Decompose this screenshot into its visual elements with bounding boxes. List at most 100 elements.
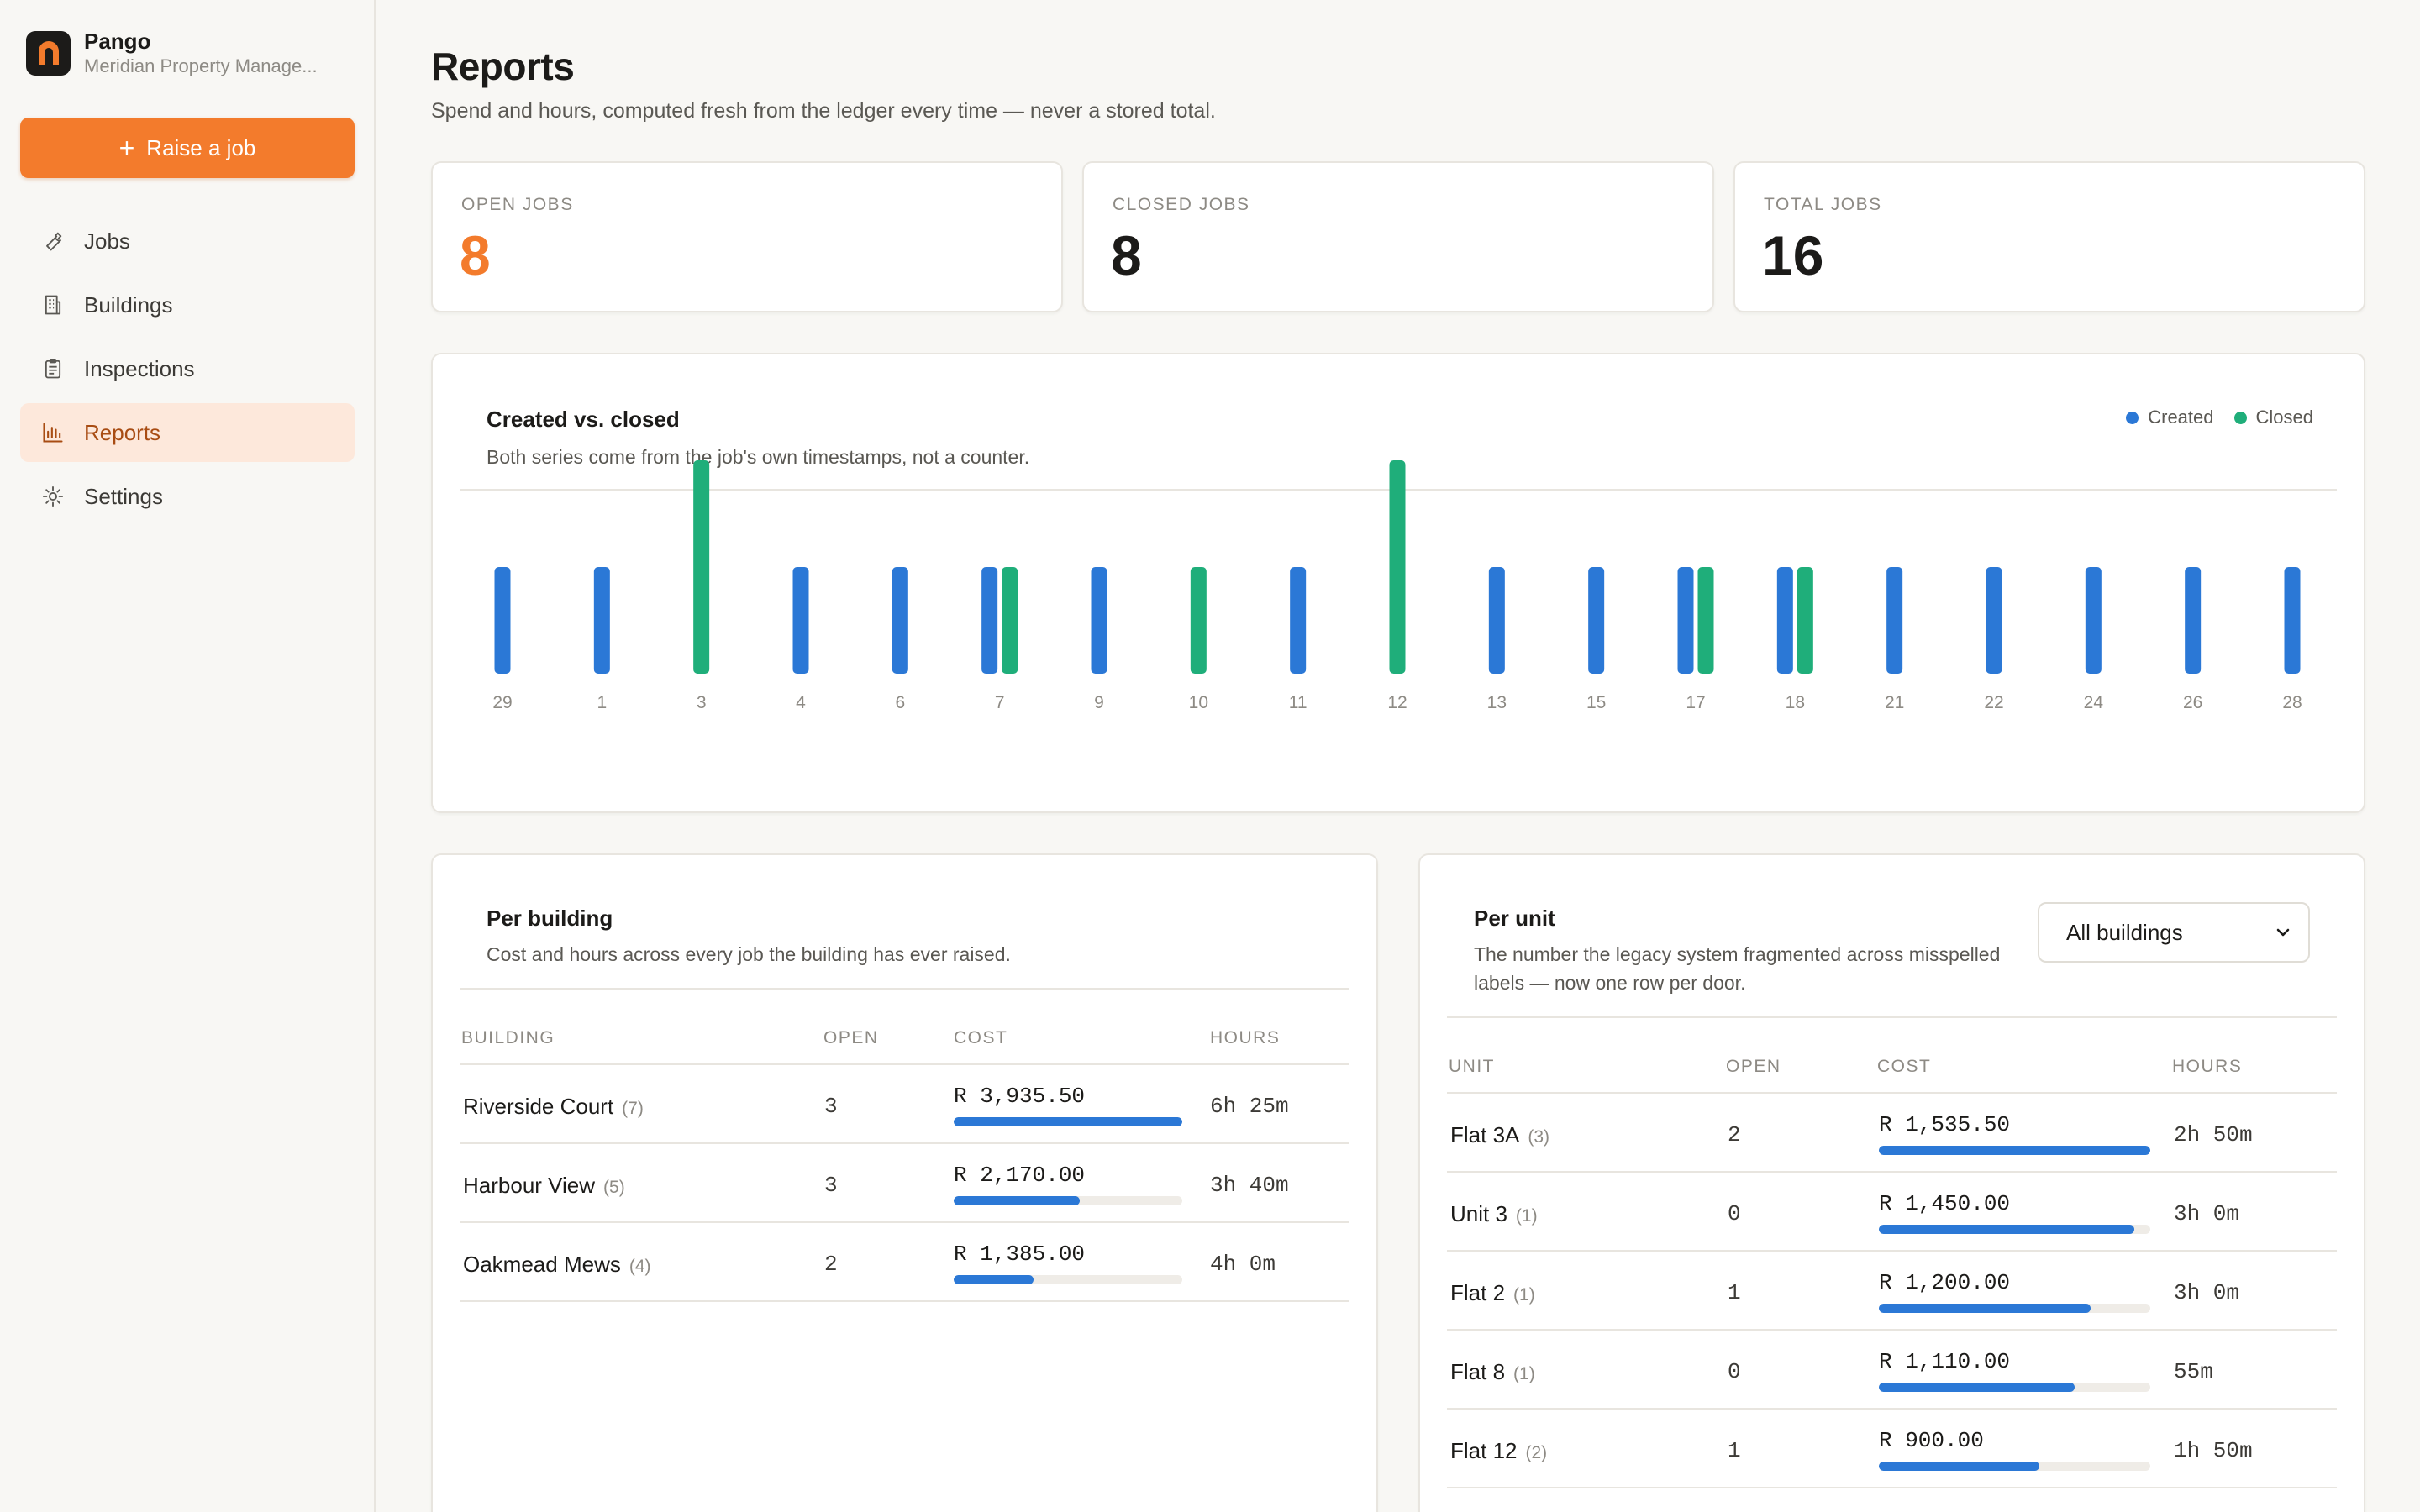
column-header-hours: HOURS	[2172, 1057, 2243, 1076]
row-cost: R 1,535.50	[1879, 1112, 2011, 1137]
row-name: Unit 3	[1450, 1201, 1507, 1226]
table-row[interactable]: Riverside Court (7) 3 R 3,935.50 6h 25m	[460, 1065, 1349, 1144]
sidebar-item-buildings[interactable]: Buildings	[20, 276, 355, 334]
per-building-title: Per building	[487, 906, 613, 931]
x-tick-label: 28	[2282, 693, 2302, 712]
per-unit-subtitle: The number the legacy system fragmented …	[1474, 943, 2001, 994]
row-hours: 55m	[2174, 1359, 2213, 1384]
column-header-open: OPEN	[823, 1028, 879, 1047]
table-row[interactable]: Unit 3 (1) 0 R 1,450.00 3h 0m	[1447, 1173, 2337, 1252]
row-job-count: (7)	[622, 1099, 644, 1118]
row-job-count: (1)	[1513, 1364, 1535, 1383]
per-unit-title: Per unit	[1474, 906, 1555, 931]
row-job-count: (2)	[1525, 1443, 1548, 1462]
row-name: Flat 3A	[1450, 1122, 1520, 1147]
row-open-count: 0	[1728, 1359, 1741, 1384]
brand-name: Pango	[84, 29, 151, 54]
bar-chart: 29 1 3 4 6 7 9 10 11 12 13 15 17 18 21 22 24 26 28	[492, 460, 2302, 712]
row-name: Oakmead Mews	[463, 1252, 621, 1277]
sidebar-item-label: Buildings	[84, 291, 173, 318]
building-filter-select[interactable]: All buildings	[2038, 902, 2310, 963]
row-name-cell: Oakmead Mews (4)	[463, 1252, 651, 1278]
sidebar-item-label: Inspections	[84, 355, 195, 381]
chart-bar-created-28	[2284, 567, 2301, 674]
chart-bar-created-9	[1091, 567, 1107, 674]
stat-value: 8	[1111, 224, 1142, 286]
cost-bar-track	[1879, 1146, 2150, 1155]
row-name: Flat 8	[1450, 1359, 1506, 1384]
wrench-icon	[40, 228, 66, 254]
brand[interactable]: Pango Meridian Property Manage...	[26, 28, 353, 78]
x-tick-label: 24	[2084, 693, 2104, 712]
row-open-count: 0	[1728, 1201, 1741, 1226]
row-hours: 3h 0m	[2174, 1201, 2240, 1226]
row-hours: 3h 40m	[1210, 1173, 1289, 1198]
sidebar: Pango Meridian Property Manage... + Rais…	[0, 0, 376, 1512]
sidebar-item-settings[interactable]: Settings	[20, 467, 355, 526]
row-hours: 1h 50m	[2174, 1438, 2253, 1463]
stat-card-total-jobs: TOTAL JOBS 16	[1733, 161, 2365, 312]
stat-card-open-jobs: OPEN JOBS 8	[431, 161, 1063, 312]
sidebar-item-reports[interactable]: Reports	[20, 403, 355, 462]
chart-bar-closed-12	[1389, 460, 1406, 674]
header-divider	[1447, 1092, 2337, 1094]
x-tick-label: 26	[2183, 693, 2202, 712]
chart-bar-created-29	[494, 567, 511, 674]
table-row[interactable]: Harbour View (5) 3 R 2,170.00 3h 40m	[460, 1144, 1349, 1223]
table-row[interactable]: Oakmead Mews (4) 2 R 1,385.00 4h 0m	[460, 1223, 1349, 1302]
legend-dot	[2126, 411, 2139, 424]
per-building-subtitle: Cost and hours across every job the buil…	[487, 943, 1011, 965]
raise-job-label: Raise a job	[146, 134, 256, 160]
row-cost: R 1,110.00	[1879, 1349, 2011, 1374]
row-cost: R 1,200.00	[1879, 1270, 2011, 1295]
chart-bar-created-13	[1488, 567, 1505, 674]
raise-job-button[interactable]: + Raise a job	[20, 118, 355, 178]
column-header-hours: HOURS	[1210, 1028, 1281, 1047]
header-divider	[460, 1063, 1349, 1065]
cost-bar-track	[954, 1275, 1182, 1284]
sidebar-item-label: Reports	[84, 419, 161, 445]
sidebar-item-jobs[interactable]: Jobs	[20, 212, 355, 270]
row-cost: R 900.00	[1879, 1428, 1984, 1453]
stat-value: 16	[1762, 224, 1824, 286]
table-row[interactable]: Flat 8 (1) 0 R 1,110.00 55m	[1447, 1331, 2337, 1410]
chart-bar-closed-18	[1797, 567, 1813, 674]
row-hours: 4h 0m	[1210, 1252, 1276, 1277]
clipboard-icon	[40, 356, 66, 381]
row-cost: R 3,935.50	[954, 1084, 1086, 1109]
x-tick-label: 9	[1094, 693, 1104, 712]
row-job-count: (1)	[1513, 1285, 1535, 1305]
cost-bar-fill	[1879, 1462, 2039, 1471]
row-cost: R 2,170.00	[954, 1163, 1086, 1188]
x-tick-label: 21	[1885, 693, 1904, 712]
row-open-count: 1	[1728, 1280, 1741, 1305]
chart-bar-created-11	[1290, 567, 1307, 674]
chart-bar-created-4	[792, 567, 809, 674]
cost-bar-fill	[1879, 1383, 2075, 1392]
table-row[interactable]: Flat 12 (2) 1 R 900.00 1h 50m	[1447, 1410, 2337, 1488]
row-name: Riverside Court	[463, 1094, 614, 1119]
sidebar-item-inspections[interactable]: Inspections	[20, 339, 355, 398]
cost-bar-fill	[954, 1275, 1034, 1284]
cost-bar-fill	[954, 1196, 1080, 1205]
per-building-card: Per building Cost and hours across every…	[431, 853, 1378, 1512]
cost-bar-fill	[1879, 1146, 2150, 1155]
table-row[interactable]: Flat 2 (1) 1 R 1,200.00 3h 0m	[1447, 1252, 2337, 1331]
bar-chart-icon	[40, 420, 66, 445]
chart-bar-created-21	[1886, 567, 1903, 674]
row-open-count: 2	[1728, 1122, 1741, 1147]
legend-label: Created	[2148, 407, 2214, 428]
page-title: Reports	[431, 45, 575, 88]
column-header-building: BUILDING	[461, 1028, 555, 1047]
legend-label: Closed	[2255, 407, 2313, 428]
row-open-count: 3	[824, 1094, 838, 1119]
x-tick-label: 4	[796, 693, 806, 712]
table-row[interactable]: Flat 3A (3) 2 R 1,535.50 2h 50m	[1447, 1094, 2337, 1173]
legend-item-created: Created	[2126, 407, 2214, 428]
x-tick-label: 18	[1786, 693, 1805, 712]
page-subtitle: Spend and hours, computed fresh from the…	[431, 99, 1216, 123]
row-name-cell: Harbour View (5)	[463, 1173, 625, 1199]
stat-label: CLOSED JOBS	[1113, 195, 1250, 214]
row-job-count: (1)	[1515, 1206, 1538, 1226]
chart-bar-created-17	[1677, 567, 1694, 674]
